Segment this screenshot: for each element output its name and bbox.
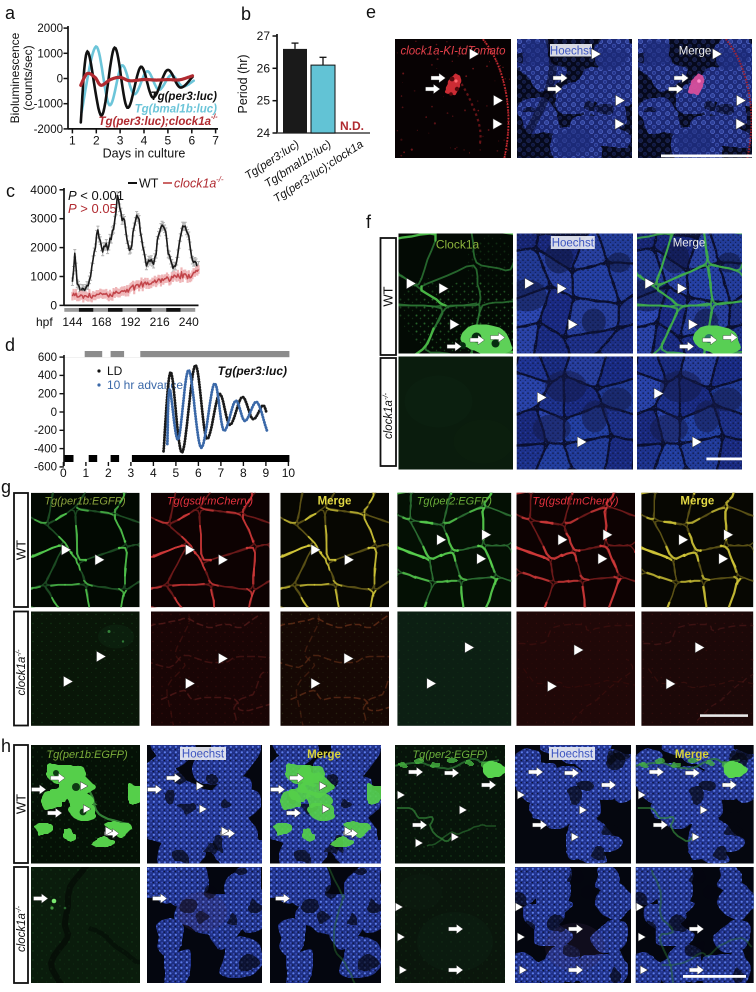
svg-text:Clock1a: Clock1a xyxy=(436,238,480,252)
svg-text:Tg(bmal1b:luc): Tg(bmal1b:luc) xyxy=(135,104,218,116)
svg-text:0: 0 xyxy=(51,407,57,419)
svg-text:Tg(per1b:EGFP): Tg(per1b:EGFP) xyxy=(46,749,128,761)
svg-text:27: 27 xyxy=(257,29,271,43)
svg-text:4: 4 xyxy=(150,466,157,480)
svg-text:168: 168 xyxy=(91,315,111,329)
svg-text:Tg(per3:luc): Tg(per3:luc) xyxy=(151,91,218,103)
svg-text:240: 240 xyxy=(179,315,199,329)
svg-text:4: 4 xyxy=(141,134,148,148)
svg-text:N.D.: N.D. xyxy=(340,119,364,133)
svg-text:200: 200 xyxy=(38,389,57,401)
svg-text:Tg(per2:EGFP): Tg(per2:EGFP) xyxy=(417,495,493,507)
svg-text:1: 1 xyxy=(69,134,76,148)
svg-text:7: 7 xyxy=(212,134,219,148)
svg-text:WT: WT xyxy=(381,286,396,306)
svg-text:hpf: hpf xyxy=(36,315,53,329)
svg-text:24: 24 xyxy=(257,126,271,140)
svg-text:-400: -400 xyxy=(34,443,57,455)
svg-text:2: 2 xyxy=(93,134,100,148)
svg-text:192: 192 xyxy=(121,315,141,329)
svg-text:1000: 1000 xyxy=(37,48,63,60)
svg-text:25: 25 xyxy=(257,94,271,108)
svg-text:-1000: -1000 xyxy=(34,99,63,111)
svg-text:LD: LD xyxy=(107,364,123,378)
svg-text:Bioluminescence: Bioluminescence xyxy=(8,32,22,123)
svg-text:Merge: Merge xyxy=(675,749,709,761)
svg-text:Days in culture: Days in culture xyxy=(103,147,186,161)
svg-text:Period (hr): Period (hr) xyxy=(236,54,250,113)
svg-text:clock1a-/-: clock1a-/- xyxy=(14,905,28,952)
svg-text:1000: 1000 xyxy=(30,270,57,284)
svg-text:Hoechst: Hoechst xyxy=(550,46,593,58)
svg-text:26: 26 xyxy=(257,61,271,75)
svg-text:-2000: -2000 xyxy=(34,124,63,136)
svg-text:Merge: Merge xyxy=(680,495,714,507)
svg-text:P < 0.001: P < 0.001 xyxy=(68,188,124,203)
svg-text:2: 2 xyxy=(105,466,112,480)
svg-text:5: 5 xyxy=(173,466,180,480)
svg-text:10 hr advance: 10 hr advance xyxy=(107,378,183,392)
svg-text:2000: 2000 xyxy=(30,241,57,255)
svg-text:Hoechst: Hoechst xyxy=(182,749,225,761)
svg-text:Hoechst: Hoechst xyxy=(551,749,594,761)
svg-text:-200: -200 xyxy=(34,425,57,437)
svg-text:3: 3 xyxy=(128,466,135,480)
svg-text:144: 144 xyxy=(62,315,82,329)
svg-text:Merge: Merge xyxy=(679,46,712,58)
svg-text:Tg(per3:luc);clock1a: Tg(per3:luc);clock1a xyxy=(99,116,212,128)
svg-text:clock1a-/-: clock1a-/- xyxy=(381,392,395,439)
svg-text:9: 9 xyxy=(263,466,270,480)
svg-text:clock1a: clock1a xyxy=(174,177,216,191)
svg-text:8: 8 xyxy=(240,466,247,480)
svg-text:P > 0.05: P > 0.05 xyxy=(68,201,117,216)
svg-text:Tg(gsdf:mCherry): Tg(gsdf:mCherry) xyxy=(167,495,254,507)
svg-text:0: 0 xyxy=(50,298,57,312)
svg-text:clock1a-KI-tdTomato: clock1a-KI-tdTomato xyxy=(400,46,506,58)
svg-text:400: 400 xyxy=(38,370,57,382)
svg-text:WT: WT xyxy=(14,794,29,814)
svg-text:-/-: -/- xyxy=(216,175,224,184)
svg-text:WT: WT xyxy=(139,177,159,191)
svg-text:-600: -600 xyxy=(34,462,57,474)
svg-text:Tg(per1b:EGFP): Tg(per1b:EGFP) xyxy=(44,495,126,507)
svg-text:Merge: Merge xyxy=(307,749,341,761)
svg-text:6: 6 xyxy=(188,134,195,148)
svg-text:3: 3 xyxy=(117,134,124,148)
svg-text:7: 7 xyxy=(218,466,225,480)
svg-text:1: 1 xyxy=(83,466,90,480)
svg-text:0: 0 xyxy=(60,466,67,480)
svg-text:0: 0 xyxy=(57,74,63,86)
svg-text:Tg(gsdf:mCherry): Tg(gsdf:mCherry) xyxy=(532,495,619,507)
svg-text:600: 600 xyxy=(38,352,57,364)
svg-text:Tg(per3:luc): Tg(per3:luc) xyxy=(218,364,287,378)
svg-text:-/-: -/- xyxy=(211,114,218,121)
svg-text:2000: 2000 xyxy=(37,23,63,35)
svg-text:clock1a-/-: clock1a-/- xyxy=(14,649,28,696)
svg-text:3000: 3000 xyxy=(30,212,57,226)
svg-text:(counts/sec): (counts/sec) xyxy=(21,45,35,110)
svg-text:Tg(per2:EGFP): Tg(per2:EGFP) xyxy=(412,749,488,761)
svg-text:WT: WT xyxy=(14,540,29,560)
svg-text:Merge: Merge xyxy=(673,238,706,250)
svg-text:Hoechst: Hoechst xyxy=(552,238,595,250)
svg-text:216: 216 xyxy=(150,315,170,329)
svg-text:Merge: Merge xyxy=(318,495,352,507)
svg-text:10: 10 xyxy=(282,466,296,480)
svg-text:6: 6 xyxy=(195,466,202,480)
svg-text:5: 5 xyxy=(165,134,172,148)
svg-text:4000: 4000 xyxy=(30,183,57,197)
